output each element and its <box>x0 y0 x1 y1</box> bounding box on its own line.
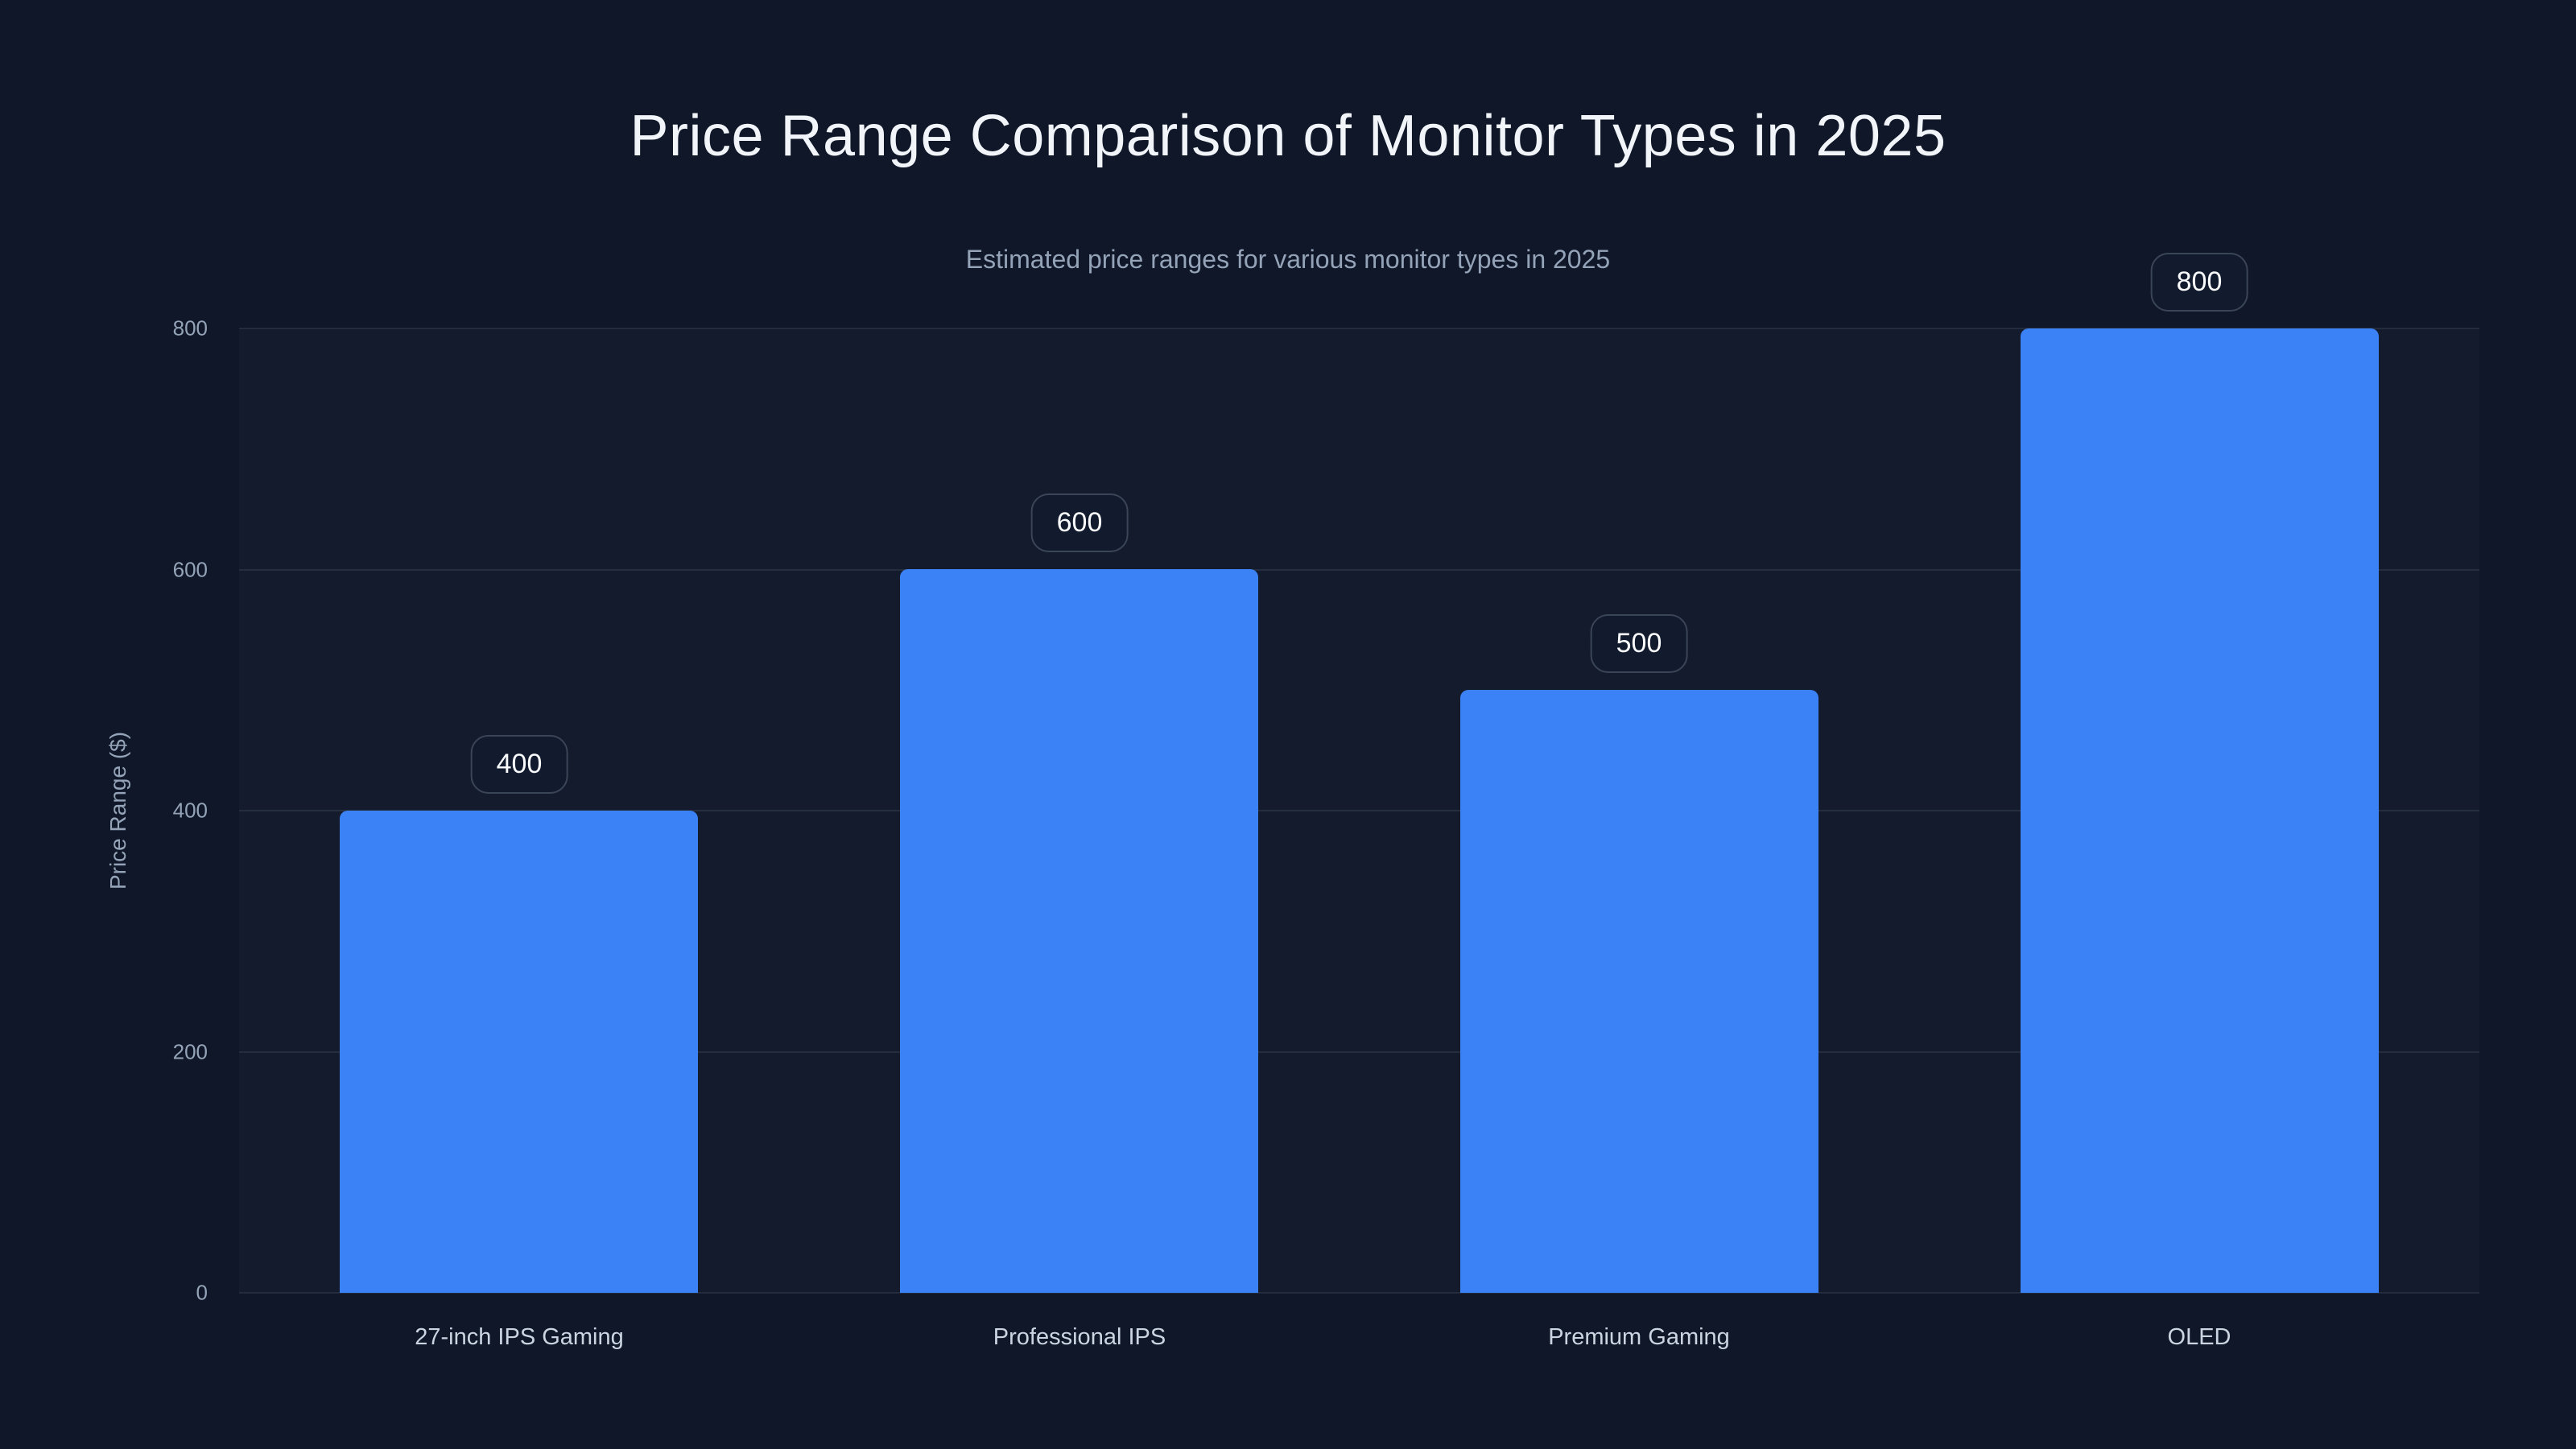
gridline-y-800 <box>239 328 2479 329</box>
x-tick-label-2: Premium Gaming <box>1548 1324 1730 1350</box>
bar-0 <box>340 811 698 1293</box>
gridline-y-0 <box>239 1292 2479 1294</box>
chart-title: Price Range Comparison of Monitor Types … <box>630 104 1946 168</box>
y-tick-label-0: 0 <box>196 1280 208 1305</box>
x-tick-label-0: 27-inch IPS Gaming <box>415 1324 624 1350</box>
x-tick-label-1: Professional IPS <box>993 1324 1166 1350</box>
bar-3 <box>2021 328 2379 1293</box>
gridline-y-600 <box>239 568 2479 571</box>
y-tick-label-600: 600 <box>172 557 208 581</box>
chart-subtitle: Estimated price ranges for various monit… <box>965 245 1611 274</box>
y-tick-label-800: 800 <box>172 316 208 341</box>
y-tick-label-400: 400 <box>172 798 208 823</box>
value-badge-1: 600 <box>1030 493 1129 552</box>
plot-area <box>239 328 2479 1294</box>
gridline-y-400 <box>239 810 2479 811</box>
bar-2 <box>1460 690 1818 1293</box>
x-tick-label-3: OLED <box>2167 1324 2231 1350</box>
y-tick-label-200: 200 <box>172 1039 208 1063</box>
value-badge-0: 400 <box>470 735 568 794</box>
gridline-y-200 <box>239 1051 2479 1053</box>
value-badge-3: 800 <box>2150 253 2248 312</box>
value-badge-2: 500 <box>1590 614 1688 673</box>
bar-1 <box>900 569 1258 1293</box>
